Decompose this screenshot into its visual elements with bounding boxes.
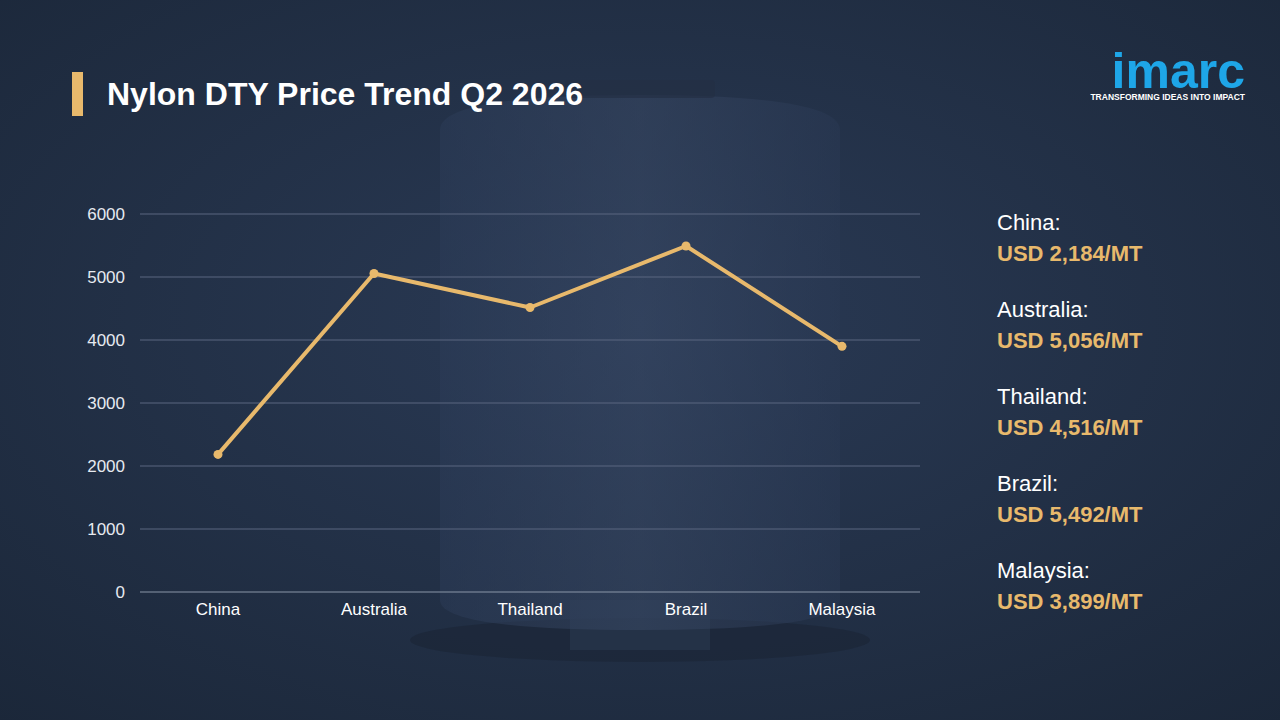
x-tick-label: Brazil (665, 600, 708, 619)
y-tick-label: 4000 (87, 331, 125, 350)
x-tick-label: Malaysia (808, 600, 876, 619)
y-tick-label: 6000 (87, 205, 125, 224)
background (0, 0, 1280, 720)
spool-body (440, 95, 840, 630)
line-marker (682, 242, 691, 251)
x-tick-label: China (196, 600, 241, 619)
value-list-country: Thailand: (997, 384, 1088, 409)
value-list-price: USD 4,516/MT (997, 415, 1143, 440)
grid-line (140, 340, 920, 341)
value-list-country: China: (997, 210, 1061, 235)
value-list: China: USD 2,184/MT Australia: USD 5,056/MT… (997, 210, 1143, 614)
logo-text: imarc (1112, 43, 1245, 99)
y-tick-label: 5000 (87, 268, 125, 287)
y-tick-label: 1000 (87, 520, 125, 539)
line-marker (370, 269, 379, 278)
grid-line (140, 529, 920, 530)
grid-line (140, 403, 920, 404)
value-list-price: USD 3,899/MT (997, 589, 1143, 614)
y-tick-label: 0 (116, 583, 125, 602)
x-tick-label: Australia (341, 600, 408, 619)
value-list-price: USD 2,184/MT (997, 241, 1143, 266)
grid (140, 214, 920, 592)
y-tick-label: 2000 (87, 457, 125, 476)
line-marker (838, 342, 847, 351)
value-list-price: USD 5,492/MT (997, 502, 1143, 527)
chart-root: Nylon DTY Price Trend Q2 2026 imarcTRANSF… (0, 0, 1280, 720)
spool-top (565, 80, 715, 98)
grid-line (140, 466, 920, 467)
grid-line (140, 214, 920, 215)
line-marker (526, 303, 535, 312)
y-tick-label: 3000 (87, 394, 125, 413)
value-list-country: Australia: (997, 297, 1089, 322)
chart-title: Nylon DTY Price Trend Q2 2026 (107, 76, 583, 112)
logo: imarcTRANSFORMING IDEAS INTO IMPACT (1090, 43, 1245, 102)
plot-marks (214, 242, 847, 459)
line-series (218, 246, 842, 454)
x-tick-label: Thailand (497, 600, 562, 619)
grid-line (140, 277, 920, 278)
title-accent (72, 72, 83, 116)
logo-tagline: TRANSFORMING IDEAS INTO IMPACT (1090, 92, 1245, 102)
value-list-country: Brazil: (997, 471, 1058, 496)
value-list-country: Malaysia: (997, 558, 1090, 583)
line-marker (214, 450, 223, 459)
grid-line (140, 592, 920, 593)
value-list-price: USD 5,056/MT (997, 328, 1143, 353)
